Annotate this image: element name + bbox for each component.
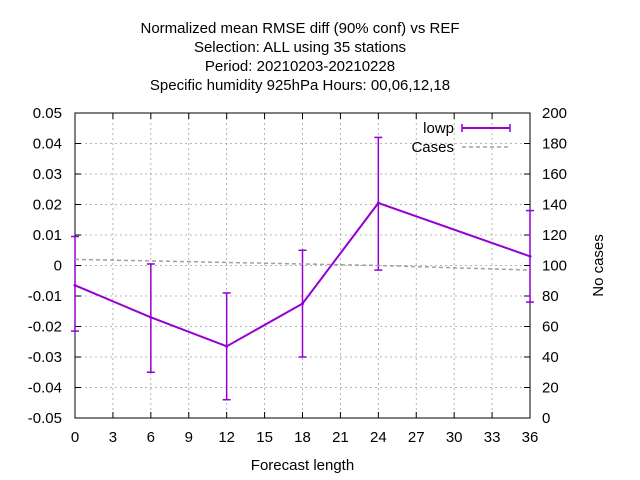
y-tick-label: -0.01 [28, 288, 62, 305]
y-tick-label: -0.04 [28, 380, 62, 397]
y-tick-label: 0.05 [33, 105, 62, 122]
data-point [225, 344, 229, 348]
title-line: Normalized mean RMSE diff (90% conf) vs … [141, 20, 460, 37]
x-tick-label: 0 [71, 429, 79, 446]
legend-label: Cases [411, 139, 454, 156]
title-line: Period: 20210203-20210228 [205, 58, 395, 75]
y2-tick-label: 180 [542, 136, 567, 153]
x-tick-label: 18 [294, 429, 311, 446]
y2-tick-label: 60 [542, 319, 559, 336]
x-tick-label: 27 [408, 429, 425, 446]
y2-tick-label: 160 [542, 166, 567, 183]
y-tick-label: 0.03 [33, 166, 62, 183]
y-tick-label: 0.04 [33, 136, 62, 153]
x-tick-label: 9 [185, 429, 193, 446]
y2-tick-label: 0 [542, 410, 550, 427]
y2-tick-label: 100 [542, 258, 567, 275]
title-line: Specific humidity 925hPa Hours: 00,06,12… [150, 77, 450, 94]
x-tick-label: 36 [522, 429, 539, 446]
x-axis-label: Forecast length [251, 457, 354, 474]
x-axis: 0 3 6 9 12 15 18 21 24 27 30 33 36 [71, 113, 539, 446]
series-layer [71, 136, 534, 401]
x-tick-label: 6 [147, 429, 155, 446]
y2-tick-label: 40 [542, 349, 559, 366]
data-point [528, 254, 532, 258]
y2-tick-label: 20 [542, 380, 559, 397]
series-line-cases [74, 258, 531, 271]
x-tick-label: 12 [218, 429, 235, 446]
y-tick-label: 0 [54, 258, 62, 275]
y2-axis-label: No cases [590, 234, 607, 297]
y2-tick-label: 140 [542, 197, 567, 214]
y-tick-label: -0.03 [28, 349, 62, 366]
y2-tick-label: 120 [542, 227, 567, 244]
x-tick-label: 21 [332, 429, 349, 446]
data-point [149, 315, 153, 319]
x-tick-label: 3 [109, 429, 117, 446]
x-tick-label: 15 [256, 429, 273, 446]
title-line: Selection: ALL using 35 stations [194, 39, 406, 56]
y-axis-left: -0.05 -0.04 -0.03 -0.02 -0.01 0 0.01 0.02 0.03 0.… [28, 105, 81, 427]
data-point [73, 283, 77, 287]
y2-tick-label: 200 [542, 105, 567, 122]
x-tick-label: 33 [484, 429, 501, 446]
y-tick-label: -0.05 [28, 410, 62, 427]
legend-label: lowp [423, 120, 454, 137]
data-point [301, 302, 304, 306]
legend: lowp Cases [411, 120, 511, 156]
x-tick-label: 24 [370, 429, 387, 446]
x-tick-label: 30 [446, 429, 463, 446]
y-tick-label: -0.02 [28, 319, 62, 336]
data-point [376, 201, 380, 205]
y-tick-label: 0.01 [33, 227, 62, 244]
y2-tick-label: 80 [542, 288, 559, 305]
y-tick-label: 0.02 [33, 197, 62, 214]
series-line-lowp [74, 201, 531, 348]
y-axis-right: 0 20 40 60 80 100 120 140 160 180 200 [524, 105, 567, 427]
chart-title: Normalized mean RMSE diff (90% conf) vs … [141, 20, 460, 94]
